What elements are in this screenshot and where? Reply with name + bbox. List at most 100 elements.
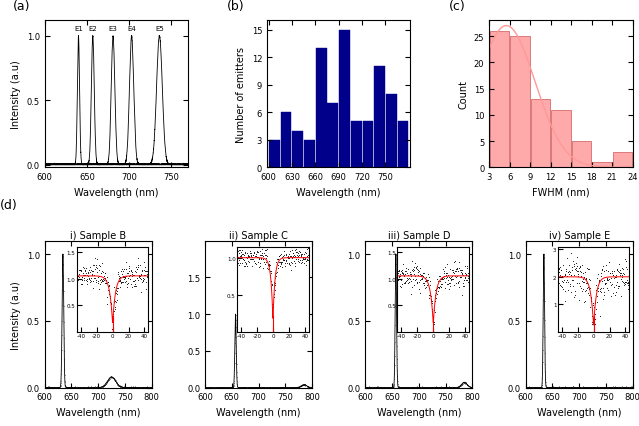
Point	[260, 384, 270, 391]
Point	[380, 384, 390, 391]
Point	[263, 384, 273, 391]
Point	[374, 383, 385, 390]
Point	[468, 384, 479, 391]
Point	[431, 384, 442, 391]
Point	[470, 383, 481, 390]
Point	[574, 384, 584, 391]
Point	[282, 384, 293, 391]
Point	[356, 384, 366, 391]
Point	[199, 384, 209, 391]
Point	[72, 384, 82, 391]
Point	[120, 384, 130, 391]
Point	[384, 384, 394, 391]
Point	[426, 384, 436, 391]
Point	[279, 384, 289, 391]
Point	[303, 383, 313, 390]
Point	[207, 384, 217, 391]
Point	[53, 384, 63, 391]
Point	[357, 384, 367, 391]
Point	[459, 379, 470, 386]
Point	[518, 384, 528, 391]
Point	[208, 384, 218, 391]
Point	[558, 384, 569, 391]
Point	[622, 383, 633, 390]
Point	[265, 383, 275, 390]
Point	[458, 380, 468, 386]
Point	[123, 384, 133, 391]
Point	[449, 384, 459, 391]
Point	[406, 384, 417, 391]
Point	[564, 384, 574, 391]
Point	[422, 384, 432, 391]
Point	[142, 383, 152, 390]
Point	[56, 377, 66, 384]
Point	[291, 384, 301, 391]
Point	[220, 384, 230, 391]
Point	[606, 384, 616, 391]
Point	[399, 384, 410, 391]
Point	[222, 384, 232, 391]
Point	[142, 383, 152, 390]
Point	[397, 384, 407, 391]
Point	[62, 384, 72, 391]
Point	[554, 383, 564, 390]
Point	[435, 384, 445, 391]
Point	[95, 384, 105, 391]
Point	[589, 384, 599, 391]
Point	[469, 384, 479, 391]
Point	[544, 383, 555, 390]
Point	[623, 384, 633, 391]
Point	[459, 379, 470, 386]
Point	[432, 384, 442, 391]
Point	[68, 384, 78, 391]
Point	[51, 384, 61, 391]
Point	[104, 375, 114, 382]
Point	[403, 384, 413, 391]
Point	[600, 384, 610, 391]
Point	[290, 384, 300, 391]
Point	[312, 384, 322, 391]
Point	[529, 383, 539, 390]
Point	[148, 384, 158, 391]
Point	[201, 384, 211, 391]
Point	[78, 384, 88, 391]
Point	[585, 384, 596, 391]
Point	[407, 384, 417, 391]
Point	[125, 383, 135, 390]
Point	[212, 384, 222, 391]
Point	[436, 384, 446, 391]
Point	[542, 383, 552, 390]
Point	[543, 384, 553, 391]
Point	[279, 384, 289, 391]
Point	[360, 384, 371, 391]
Point	[304, 383, 314, 390]
Point	[467, 384, 477, 391]
Point	[123, 384, 133, 391]
Point	[541, 384, 551, 391]
Point	[417, 384, 427, 391]
Point	[603, 384, 613, 391]
Point	[292, 383, 302, 390]
Text: (c): (c)	[449, 0, 466, 13]
Point	[520, 384, 530, 391]
Point	[112, 379, 122, 386]
Point	[374, 384, 384, 391]
Point	[119, 384, 129, 391]
Point	[633, 384, 639, 391]
Point	[215, 384, 226, 391]
Point	[546, 384, 556, 391]
Point	[626, 384, 636, 391]
Point	[102, 379, 112, 386]
Point	[590, 384, 601, 391]
Point	[559, 384, 569, 391]
Point	[112, 379, 122, 386]
Point	[195, 384, 205, 391]
Point	[277, 384, 288, 391]
Point	[150, 384, 160, 391]
Point	[390, 285, 401, 292]
Point	[217, 384, 227, 391]
Point	[265, 384, 275, 391]
Point	[425, 384, 435, 391]
Point	[90, 384, 100, 391]
Point	[243, 384, 253, 391]
